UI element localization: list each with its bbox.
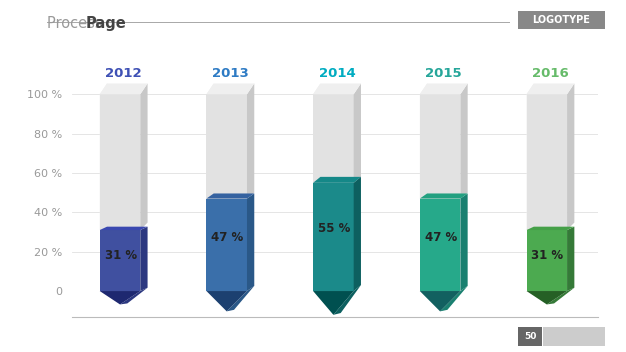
Text: 47 %: 47 % (212, 231, 244, 244)
Text: 47 %: 47 % (424, 231, 457, 244)
Polygon shape (313, 94, 354, 183)
Polygon shape (526, 94, 567, 230)
Text: 55 %: 55 % (318, 222, 351, 235)
Polygon shape (440, 286, 468, 312)
Polygon shape (420, 94, 460, 199)
Text: 31 %: 31 % (531, 249, 563, 262)
Polygon shape (207, 291, 247, 312)
Polygon shape (313, 83, 321, 183)
Polygon shape (313, 183, 354, 291)
Text: 50: 50 (524, 332, 536, 341)
Polygon shape (546, 288, 575, 304)
Polygon shape (420, 83, 468, 94)
Polygon shape (526, 83, 575, 94)
Text: 31 %: 31 % (105, 249, 136, 262)
Polygon shape (526, 291, 567, 304)
Polygon shape (120, 288, 148, 304)
Polygon shape (420, 194, 468, 199)
Text: 2016: 2016 (532, 67, 569, 80)
Polygon shape (334, 285, 361, 315)
Text: 2015: 2015 (426, 67, 462, 80)
Text: Process: Process (47, 16, 107, 31)
Polygon shape (207, 199, 247, 291)
Polygon shape (207, 83, 254, 94)
Polygon shape (100, 83, 148, 94)
Polygon shape (526, 230, 567, 291)
Text: 2013: 2013 (212, 67, 249, 80)
Polygon shape (420, 199, 460, 291)
Polygon shape (140, 83, 148, 230)
Polygon shape (207, 83, 213, 199)
Polygon shape (354, 83, 361, 183)
Text: 2012: 2012 (105, 67, 142, 80)
Polygon shape (247, 83, 254, 199)
Polygon shape (313, 177, 361, 183)
Polygon shape (140, 227, 148, 291)
Polygon shape (460, 194, 468, 291)
Polygon shape (207, 194, 254, 199)
Text: LOGOTYPE: LOGOTYPE (533, 15, 590, 25)
Polygon shape (460, 83, 468, 199)
Polygon shape (567, 227, 575, 291)
Polygon shape (100, 227, 148, 230)
Polygon shape (567, 83, 575, 230)
Polygon shape (100, 94, 140, 230)
Text: 2014: 2014 (319, 67, 356, 80)
Polygon shape (100, 230, 140, 291)
Polygon shape (526, 227, 575, 230)
Polygon shape (100, 83, 107, 230)
Polygon shape (354, 177, 361, 291)
Polygon shape (100, 291, 140, 304)
Polygon shape (227, 286, 254, 312)
Polygon shape (207, 94, 247, 199)
Polygon shape (313, 291, 354, 315)
Text: Page: Page (86, 16, 126, 31)
Polygon shape (420, 83, 427, 199)
Polygon shape (247, 194, 254, 291)
Polygon shape (420, 291, 460, 312)
Polygon shape (526, 83, 534, 230)
Polygon shape (313, 83, 361, 94)
